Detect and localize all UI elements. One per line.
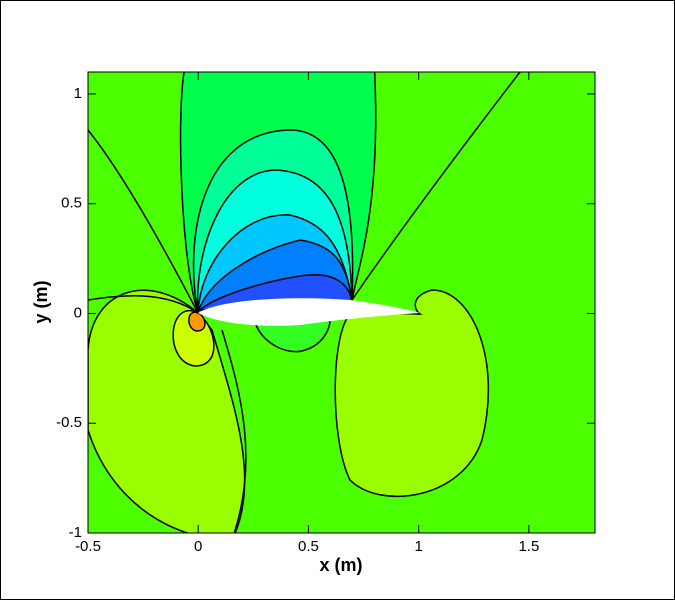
- plot-frame: [87, 71, 596, 534]
- y-tick-label: 0: [74, 304, 82, 321]
- y-tick-label: -1: [69, 524, 82, 541]
- y-axis-label: y (m): [31, 280, 51, 323]
- contour-line: [88, 295, 199, 314]
- x-axis-label: x (m): [319, 555, 362, 575]
- y-tick-label: 0.5: [61, 195, 82, 212]
- x-tick-label: -0.5: [75, 538, 101, 555]
- contour-region: [334, 289, 490, 498]
- contour-region: [253, 319, 331, 353]
- contour-line: [351, 72, 521, 301]
- y-tick-label: -0.5: [56, 414, 82, 431]
- x-tick-label: 0.5: [298, 538, 319, 555]
- contour-region: [188, 311, 206, 332]
- y-tick-label: 1: [74, 85, 82, 102]
- airfoil: [198, 298, 420, 326]
- contour-field: [88, 72, 595, 533]
- contour-line: [88, 129, 199, 314]
- x-tick-label: 0: [194, 538, 202, 555]
- x-tick-label: 1: [414, 538, 422, 555]
- contour-line: [221, 329, 247, 533]
- x-tick-label: 1.5: [518, 538, 539, 555]
